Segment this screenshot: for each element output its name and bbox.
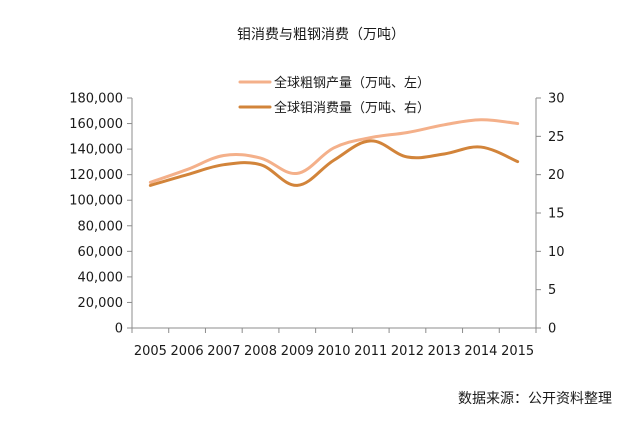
- data-point-1: [442, 123, 446, 127]
- left-tick-label: 40,000: [78, 270, 124, 285]
- data-point-1: [259, 156, 262, 160]
- left-tick-label: 80,000: [78, 219, 124, 234]
- right-tick-label: 30: [548, 92, 565, 107]
- x-tick-label: 2012: [391, 344, 424, 359]
- data-point-1: [149, 181, 152, 184]
- left-tick-label: 180,000: [69, 92, 123, 107]
- left-tick-label: 0: [115, 322, 123, 337]
- data-point-1: [369, 136, 372, 139]
- right-tick-label: 5: [548, 283, 556, 298]
- left-tick-label: 120,000: [69, 168, 123, 183]
- chart-title: 钼消费与粗钢消费（万吨）: [237, 27, 405, 43]
- x-tick-label: 2010: [317, 344, 350, 359]
- right-tick-label: 25: [548, 130, 565, 145]
- data-point-2: [442, 152, 446, 156]
- data-point-2: [296, 184, 299, 187]
- left-tick-label: 60,000: [78, 245, 124, 260]
- data-point-2: [222, 163, 226, 166]
- x-tick-label: 2009: [281, 344, 314, 359]
- right-tick-label: 0: [548, 322, 556, 337]
- data-point-1: [479, 118, 483, 121]
- source-note: 数据来源：公开资料整理: [458, 391, 612, 407]
- x-tick-label: 2011: [354, 344, 387, 359]
- data-point-1: [516, 122, 519, 125]
- left-tick-label: 160,000: [69, 117, 123, 132]
- data-point-2: [185, 173, 189, 176]
- legend-label-2: 全球钼消费量（万吨、右）: [274, 100, 430, 116]
- x-tick-label: 2014: [464, 344, 497, 359]
- data-point-2: [332, 158, 336, 162]
- data-point-2: [479, 145, 483, 149]
- data-point-2: [369, 139, 372, 143]
- x-tick-label: 2013: [428, 344, 461, 359]
- data-point-1: [332, 146, 336, 150]
- x-tick-label: 2015: [501, 344, 534, 359]
- legend: 全球粗钢产量（万吨、左） 全球钼消费量（万吨、右）: [238, 75, 430, 116]
- data-point-2: [259, 163, 262, 166]
- left-tick-label: 100,000: [69, 194, 123, 209]
- axes: 0 20,000 40,000 60,000 80,000 100,000 120,000 1…: [69, 92, 564, 360]
- series-line-1: [148, 118, 520, 184]
- left-tick-label: 140,000: [69, 143, 123, 158]
- series-layer: [148, 118, 520, 187]
- data-point-1: [406, 131, 409, 134]
- data-point-2: [516, 160, 519, 163]
- right-tick-label: 15: [548, 207, 565, 222]
- x-tick-label: 2006: [171, 344, 204, 359]
- x-tick-label: 2008: [244, 344, 277, 359]
- x-tick-label: 2005: [134, 344, 167, 359]
- left-tick-label: 20,000: [78, 296, 124, 311]
- data-point-1: [222, 154, 226, 157]
- data-point-1: [296, 172, 299, 175]
- data-point-2: [406, 155, 409, 159]
- legend-label-1: 全球粗钢产量（万吨、左）: [274, 75, 430, 91]
- right-tick-label: 10: [548, 245, 565, 260]
- right-tick-label: 20: [548, 168, 565, 183]
- x-tick-label: 2007: [207, 344, 240, 359]
- data-point-2: [149, 184, 152, 187]
- data-point-1: [185, 168, 189, 171]
